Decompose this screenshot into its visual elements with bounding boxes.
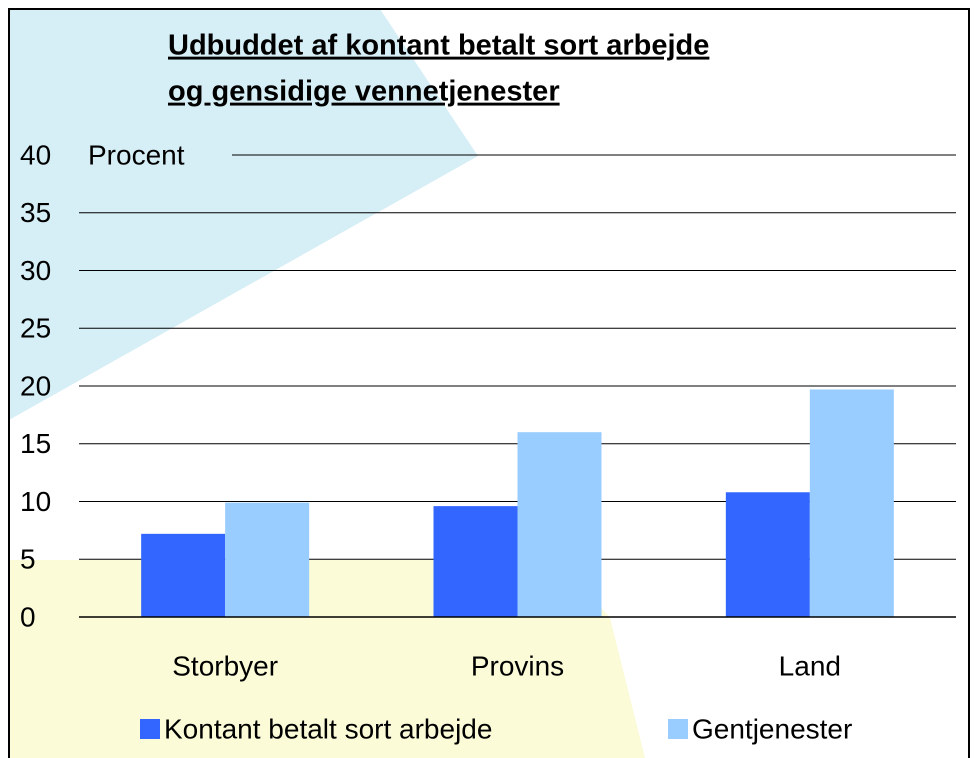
background-shape (9, 9, 478, 420)
legend-label: Gentjenester (692, 713, 852, 744)
x-tick-label: Land (779, 650, 841, 681)
chart-title: og gensidige vennetjenester (168, 76, 560, 108)
y-tick-label: 40 (20, 139, 51, 170)
axis-label: Procent (88, 139, 185, 170)
chart-title: Udbuddet af kontant betalt sort arbejde (168, 30, 709, 62)
y-tick-label: 5 (20, 544, 36, 575)
legend-swatch (140, 719, 160, 739)
bar (725, 492, 810, 617)
bar (141, 533, 226, 617)
bar (517, 432, 602, 617)
y-tick-label: 25 (20, 313, 51, 344)
x-tick-label: Storbyer (172, 650, 278, 681)
y-tick-label: 35 (20, 197, 51, 228)
y-tick-label: 20 (20, 370, 51, 401)
bar (433, 506, 518, 617)
bar (809, 389, 894, 617)
x-tick-label: Provins (471, 650, 564, 681)
bar (225, 502, 310, 617)
y-tick-label: 10 (20, 486, 51, 517)
y-tick-label: 30 (20, 255, 51, 286)
frame (8, 8, 970, 758)
y-tick-label: 15 (20, 428, 51, 459)
y-tick-label: 0 (20, 601, 36, 632)
legend-swatch (668, 719, 688, 739)
legend-label: Kontant betalt sort arbejde (164, 713, 492, 744)
